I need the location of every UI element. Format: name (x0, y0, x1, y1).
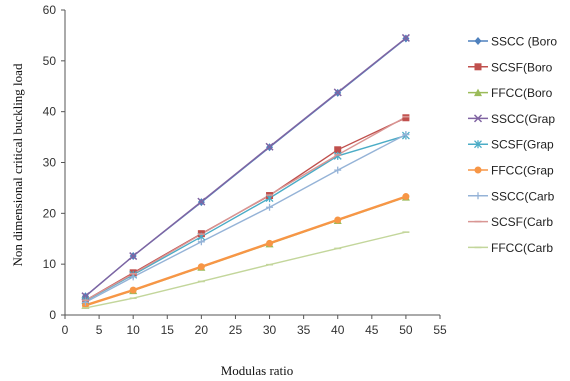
x-tick-label: 45 (365, 323, 379, 337)
legend-label: FFCC(Grap (491, 164, 554, 178)
y-tick-label: 60 (43, 3, 57, 17)
data-point-s2-5 (334, 146, 342, 154)
data-point-s4-3 (197, 197, 206, 206)
legend-swatch-marker (474, 140, 482, 149)
y-axis-title: Non dimensional critical buckling load (10, 63, 25, 266)
series-line-7 (85, 133, 407, 303)
tick-marks (61, 9, 441, 319)
legend-item: SSCC(Carb (468, 189, 555, 203)
legend-label: SSCC(Grap (491, 112, 555, 126)
x-tick-label: 5 (96, 323, 103, 337)
legend-label: SCSF(Grap (491, 138, 554, 152)
x-tick-label: 15 (161, 323, 175, 337)
series-line-6 (85, 195, 407, 307)
tick-labels: 0 5 10 15 20 25 30 35 40 45 50 55 0 10 20 30 40 50 60 (43, 3, 447, 337)
series-line-9 (85, 231, 407, 309)
x-tick-label: 0 (62, 323, 69, 337)
legend: SSCC (Boro SCSF(Boro FFCC(Boro SSCC(Grap SCS… (468, 35, 557, 255)
x-tick-label: 10 (127, 323, 141, 337)
series-line-8 (85, 116, 407, 301)
legend-swatch-marker (474, 192, 482, 200)
y-tick-label: 0 (49, 308, 56, 322)
x-tick-label: 40 (331, 323, 345, 337)
data-point-s6-6 (402, 193, 410, 201)
series-markers (81, 33, 410, 309)
y-tick-label: 30 (43, 156, 57, 170)
y-tick-label: 40 (43, 105, 57, 119)
x-tick-label: 20 (195, 323, 209, 337)
legend-item: FFCC(Carb (468, 241, 553, 255)
data-point-s6-5 (334, 216, 342, 224)
legend-item: SCSF(Carb (468, 215, 553, 229)
legend-item: SCSF(Grap (468, 138, 554, 152)
legend-item: SSCC (Boro (468, 35, 557, 49)
legend-label: SSCC(Carb (491, 189, 555, 203)
data-point-s7-6 (402, 131, 410, 139)
y-tick-label: 50 (43, 54, 57, 68)
legend-label: FFCC(Carb (491, 241, 553, 255)
legend-swatch-marker (474, 63, 482, 71)
legend-item: SCSF(Boro (468, 60, 553, 74)
legend-item: FFCC(Grap (468, 164, 554, 178)
data-point-s4-4 (265, 142, 274, 151)
data-point-s5-5 (333, 151, 342, 160)
data-point-s6-4 (266, 239, 274, 247)
x-tick-label: 30 (263, 323, 277, 337)
data-point-s6-3 (197, 263, 205, 271)
data-point-s7-5 (334, 166, 342, 174)
x-tick-label: 25 (229, 323, 243, 337)
series-line-5 (85, 134, 407, 302)
legend-item: FFCC(Boro (468, 86, 553, 100)
y-tick-label: 20 (43, 206, 57, 220)
series-line-4 (85, 37, 407, 297)
legend-label: SCSF(Boro (491, 60, 553, 74)
legend-swatch-marker (474, 166, 482, 174)
x-tick-label: 55 (433, 323, 447, 337)
legend-label: SCSF(Carb (491, 215, 553, 229)
x-tick-label: 35 (297, 323, 311, 337)
x-axis-title: Modulas ratio (221, 363, 294, 378)
legend-item: SSCC(Grap (468, 112, 555, 126)
x-tick-label: 50 (399, 323, 413, 337)
data-point-s6-2 (129, 286, 137, 294)
data-point-s4-2 (129, 252, 138, 261)
data-point-s7-4 (266, 203, 274, 211)
legend-swatch-marker (474, 88, 482, 97)
legend-label: SSCC (Boro (491, 35, 557, 49)
y-tick-label: 10 (43, 257, 57, 271)
series-lines (85, 37, 407, 309)
data-point-s2-6 (402, 114, 410, 122)
data-point-s4-5 (333, 88, 342, 97)
legend-swatch-marker (474, 37, 482, 45)
legend-swatch-marker (473, 114, 483, 123)
data-point-s7-3 (197, 238, 205, 246)
legend-label: FFCC(Boro (491, 86, 553, 100)
data-point-s4-6 (401, 33, 410, 42)
